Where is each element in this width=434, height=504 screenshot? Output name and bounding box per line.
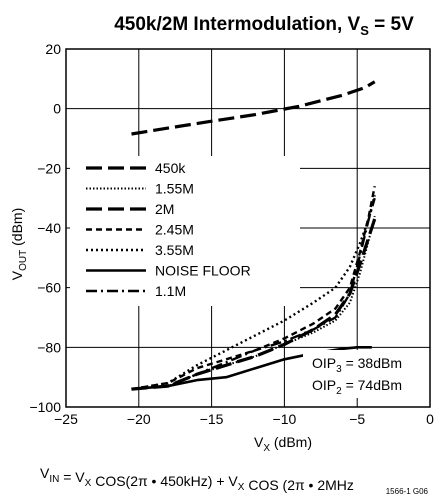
legend-label-1: 1.55M <box>155 181 194 197</box>
ylabel-main: V <box>9 270 25 280</box>
y-tick-label: −20 <box>37 160 61 176</box>
y-axis-label: VOUT (dBm) <box>9 208 29 280</box>
series-line-3 <box>131 185 376 391</box>
x-tick-label: −5 <box>349 411 365 427</box>
y-tick-label: 0 <box>53 101 61 117</box>
x-tick-label: 0 <box>426 411 434 427</box>
footer-formula: VIN = VX COS(2π • 450kHz) + VX COS (2π •… <box>40 465 354 493</box>
series-line-2 <box>131 218 377 391</box>
xlabel-main: V <box>254 434 264 450</box>
chart-title: 450k/2M Intermodulation, VS = 5V <box>114 14 414 38</box>
legend-label-3: 2.45M <box>155 222 194 238</box>
legend-label-2: 2M <box>155 201 174 217</box>
series-line-0 <box>131 80 376 136</box>
x-tick-label: −10 <box>273 411 297 427</box>
y-tick-label: −80 <box>37 339 61 355</box>
title-main: 450k/2M Intermodulation, V <box>114 14 360 35</box>
title-tail: = 5V <box>369 14 414 35</box>
annotation-box <box>303 350 415 398</box>
series-line-5 <box>131 346 372 391</box>
y-tick-label: −100 <box>29 399 61 415</box>
legend-label-4: 3.55M <box>155 242 194 258</box>
ylabel-tail: (dBm) <box>9 208 25 250</box>
annotation-oip2: OIP2 = 74dBm <box>312 377 402 397</box>
y-tick-label: −40 <box>37 220 61 236</box>
legend-label-6: 1.1M <box>155 283 186 299</box>
plot-frame <box>65 48 431 408</box>
legend: 450k 1.55M 2M 2.45M 3.55M NOISE FLOOR 1.1M <box>70 156 300 306</box>
y-tick-label: 20 <box>45 41 61 57</box>
axes: −25 −20 −15 −10 −5 0 −100 −80 −60 −40 −20 0 20 <box>29 41 434 427</box>
xlabel-sub: X <box>263 443 270 454</box>
legend-label-0: 450k <box>155 160 186 176</box>
legend-label-5: NOISE FLOOR <box>155 263 251 279</box>
series-line-6 <box>131 197 376 391</box>
series-line-4 <box>131 194 376 391</box>
x-tick-label: −20 <box>127 411 151 427</box>
annotation-oip3: OIP3 = 38dBm <box>312 355 402 375</box>
series-group <box>131 80 377 391</box>
y-tick-label: −60 <box>37 280 61 296</box>
ylabel-sub: OUT <box>18 250 29 271</box>
x-tick-label: −15 <box>200 411 224 427</box>
figure-code: 1566-1 G06 <box>386 487 429 496</box>
x-axis-label: VX (dBm) <box>254 434 312 454</box>
xlabel-tail: (dBm) <box>270 434 312 450</box>
title-sub: S <box>360 23 369 38</box>
legend-background <box>70 156 300 306</box>
x-tick-label: −25 <box>54 411 78 427</box>
